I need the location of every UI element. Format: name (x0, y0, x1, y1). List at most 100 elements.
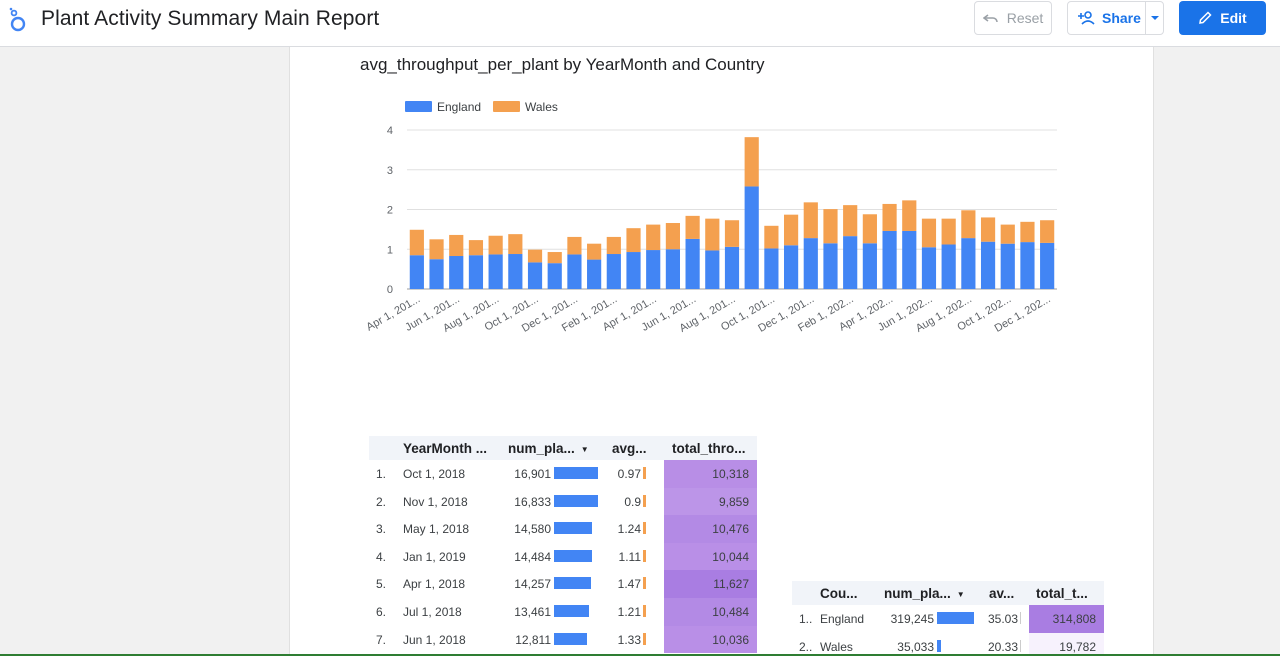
col-header-avg[interactable]: avg... (612, 441, 647, 456)
bar-group[interactable] (665, 223, 680, 289)
bar-england[interactable] (705, 250, 720, 289)
bar-england[interactable] (685, 238, 700, 289)
bar-group[interactable] (468, 240, 484, 289)
bar-england[interactable] (409, 255, 424, 289)
looker-studio-logo-icon[interactable] (8, 7, 28, 33)
bar-group[interactable] (902, 200, 917, 289)
bar-wales[interactable] (882, 203, 897, 231)
bar-wales[interactable] (646, 224, 661, 251)
bar-group[interactable] (941, 218, 956, 289)
table-row[interactable]: 5. Apr 1, 2018 14,257 1.47 11,627 (369, 570, 757, 598)
bar-england[interactable] (980, 241, 996, 289)
bar-england[interactable] (429, 259, 444, 289)
bar-england[interactable] (567, 254, 582, 289)
bar-wales[interactable] (567, 236, 582, 255)
edit-button[interactable]: Edit (1179, 1, 1266, 35)
bar-england[interactable] (1000, 243, 1015, 289)
bar-wales[interactable] (665, 223, 680, 250)
table-row[interactable]: 3. May 1, 2018 14,580 1.24 10,476 (369, 515, 757, 543)
bar-england[interactable] (468, 255, 484, 289)
bar-group[interactable] (449, 234, 464, 289)
bar-group[interactable] (882, 203, 897, 289)
bar-group[interactable] (823, 209, 838, 289)
bar-group[interactable] (961, 210, 976, 289)
bar-england[interactable] (626, 252, 641, 289)
bar-wales[interactable] (449, 234, 464, 257)
bar-england[interactable] (1020, 242, 1035, 289)
bar-england[interactable] (508, 254, 523, 289)
bar-group[interactable] (547, 252, 562, 289)
table-row[interactable]: 1.. England 319,245 35.03 314,808 (792, 605, 1104, 633)
bar-group[interactable] (784, 214, 799, 289)
bar-wales[interactable] (823, 209, 838, 244)
bar-group[interactable] (705, 218, 720, 289)
col-header-num-plants[interactable]: num_pla... ▼ (884, 586, 965, 601)
bar-wales[interactable] (744, 137, 759, 187)
bar-wales[interactable] (547, 252, 562, 264)
yearmonth-table[interactable]: YearMonth ... num_pla... ▼ avg... total_t… (369, 436, 757, 654)
bar-england[interactable] (587, 259, 602, 289)
bar-wales[interactable] (468, 240, 484, 256)
bar-wales[interactable] (488, 235, 503, 255)
share-button[interactable]: Share (1067, 1, 1164, 35)
bar-wales[interactable] (587, 243, 602, 260)
bar-wales[interactable] (409, 229, 424, 256)
country-table[interactable]: Cou... num_pla... ▼ av... total_t... 1.. E… (792, 581, 1104, 656)
bar-group[interactable] (646, 224, 661, 289)
bar-england[interactable] (527, 262, 543, 289)
bar-england[interactable] (941, 244, 956, 289)
bar-wales[interactable] (961, 210, 976, 239)
bar-group[interactable] (764, 225, 779, 289)
bar-wales[interactable] (980, 217, 996, 242)
bar-england[interactable] (606, 254, 621, 289)
share-dropdown[interactable] (1146, 15, 1163, 21)
bar-england[interactable] (547, 263, 562, 289)
bar-group[interactable] (606, 236, 621, 289)
bar-england[interactable] (646, 250, 661, 289)
bar-wales[interactable] (784, 214, 799, 246)
bar-group[interactable] (488, 235, 503, 289)
bar-group[interactable] (843, 205, 858, 289)
col-header-num-plants[interactable]: num_pla... ▼ (508, 441, 589, 456)
col-header-country[interactable]: Cou... (820, 586, 858, 601)
bar-england[interactable] (784, 245, 799, 289)
bar-group[interactable] (921, 218, 937, 289)
table-row[interactable]: 4. Jan 1, 2019 14,484 1.11 10,044 (369, 542, 757, 571)
bar-england[interactable] (882, 230, 897, 289)
bar-group[interactable] (409, 229, 424, 289)
bar-england[interactable] (921, 247, 937, 289)
bar-wales[interactable] (764, 225, 779, 249)
bar-group[interactable] (803, 202, 818, 289)
bar-wales[interactable] (862, 214, 877, 244)
bar-england[interactable] (665, 249, 680, 289)
bar-wales[interactable] (685, 215, 700, 239)
bar-england[interactable] (902, 230, 917, 289)
bar-wales[interactable] (527, 249, 543, 263)
bar-england[interactable] (724, 246, 740, 289)
bar-group[interactable] (527, 249, 543, 289)
bar-wales[interactable] (921, 218, 937, 248)
bar-england[interactable] (744, 186, 759, 289)
bar-group[interactable] (567, 236, 582, 289)
bar-group[interactable] (1000, 224, 1015, 289)
bar-wales[interactable] (902, 200, 917, 231)
bar-england[interactable] (764, 248, 779, 289)
bar-wales[interactable] (606, 236, 621, 255)
bar-group[interactable] (980, 217, 996, 289)
bar-england[interactable] (449, 256, 464, 289)
bar-england[interactable] (803, 238, 818, 289)
bar-england[interactable] (843, 236, 858, 289)
bar-group[interactable] (508, 234, 523, 289)
bar-wales[interactable] (1040, 220, 1055, 243)
col-header-total-throughput[interactable]: total_t... (1036, 586, 1088, 601)
bar-wales[interactable] (508, 234, 523, 255)
bar-england[interactable] (961, 238, 976, 289)
table-row[interactable]: 7. Jun 1, 2018 12,811 1.33 10,036 (369, 625, 757, 654)
table-row[interactable]: 2. Nov 1, 2018 16,833 0.9 9,859 (369, 487, 757, 516)
bar-group[interactable] (587, 243, 602, 289)
bar-wales[interactable] (429, 239, 444, 260)
table-row[interactable]: 1. Oct 1, 2018 16,901 0.97 10,318 (369, 460, 757, 488)
bar-england[interactable] (488, 254, 503, 289)
bar-wales[interactable] (705, 218, 720, 251)
